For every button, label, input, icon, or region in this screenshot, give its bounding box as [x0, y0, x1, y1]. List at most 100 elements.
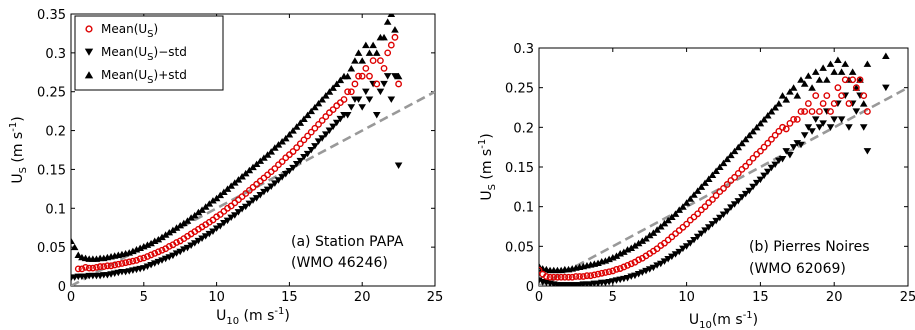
point-mean-u-s [93, 263, 100, 271]
point-mean-u-s [786, 119, 794, 127]
point-mean-u-s-std [391, 26, 399, 33]
point-mean-u-s [539, 266, 543, 274]
point-mean-u-s [315, 120, 322, 128]
point-mean-u-s-std [845, 124, 853, 131]
point-mean-u-s [583, 272, 591, 280]
point-mean-u-s-std [682, 199, 691, 206]
point-mean-u-s-std [686, 240, 695, 247]
point-mean-u-s [856, 76, 864, 84]
x-tick-label: 25 [900, 290, 915, 305]
x-tick-label: 15 [281, 290, 298, 305]
point-mean-u-s [757, 147, 764, 155]
x-tick-label: 25 [427, 290, 444, 305]
point-mean-u-s [395, 80, 402, 88]
point-mean-u-s-std [362, 88, 370, 96]
point-mean-u-s [720, 185, 727, 192]
data-layer-a [71, 14, 435, 286]
point-mean-u-s-std [727, 151, 735, 159]
point-mean-u-s-std [631, 242, 639, 249]
point-mean-u-s-std [71, 237, 75, 244]
point-mean-u-s [594, 270, 602, 278]
point-mean-u-s-std [154, 235, 163, 243]
point-mean-u-s-std [760, 172, 768, 180]
point-mean-u-s-std [296, 119, 305, 126]
point-mean-u-s-std [745, 187, 754, 195]
point-mean-u-s-std [329, 123, 337, 131]
y-tick-label: 0 [58, 280, 66, 295]
point-mean-u-s [683, 220, 690, 228]
point-mean-u-s [384, 49, 392, 57]
point-mean-u-s [114, 260, 122, 268]
point-mean-u-s [804, 100, 812, 107]
point-mean-u-s-std [671, 251, 680, 258]
point-mean-u-s-std [760, 115, 768, 123]
y-tick-label: 0.05 [37, 241, 66, 256]
y-tick-label: 0.2 [513, 121, 534, 136]
point-mean-u-s-std [201, 233, 210, 240]
point-mean-u-s [96, 263, 104, 270]
point-mean-u-s [154, 248, 162, 256]
point-mean-u-s-std [708, 221, 717, 228]
point-mean-u-s-std [738, 139, 746, 147]
point-mean-u-s [620, 263, 628, 271]
y-tick-label: 0.1 [45, 202, 66, 217]
point-mean-u-s-std [749, 127, 757, 135]
point-mean-u-s-std [708, 171, 717, 178]
x-tick-label: 5 [140, 290, 148, 305]
point-mean-u-s-std [848, 68, 857, 75]
point-mean-u-s-std [804, 124, 813, 131]
point-mean-u-s [812, 92, 820, 100]
point-mean-u-s [635, 256, 643, 264]
point-mean-u-s-std [712, 167, 720, 175]
point-mean-u-s [311, 124, 319, 132]
point-mean-u-s-std [815, 124, 824, 131]
point-mean-u-s-std [212, 225, 221, 232]
point-mean-u-s-std [811, 116, 820, 123]
point-mean-u-s [827, 108, 834, 115]
point-mean-u-s-std [841, 60, 850, 67]
point-mean-u-s [111, 261, 119, 269]
point-mean-u-s-std [285, 131, 294, 138]
point-mean-u-s [140, 254, 148, 262]
point-mean-u-s-std [752, 179, 761, 187]
point-mean-u-s-std [830, 116, 838, 123]
legend-marker-circle [85, 25, 93, 33]
point-mean-u-s-std [734, 143, 743, 151]
point-mean-u-s-std [612, 252, 621, 259]
point-mean-u-s-std [786, 152, 794, 159]
point-mean-u-s [793, 116, 801, 123]
point-mean-u-s-std [285, 167, 294, 175]
point-mean-u-s [85, 264, 93, 272]
point-mean-u-s-std [300, 153, 308, 161]
y-tick-label: 0.1 [513, 201, 534, 216]
point-mean-u-s-std [289, 164, 297, 172]
point-mean-u-s-std [183, 244, 192, 252]
point-mean-u-s-std [383, 18, 392, 25]
point-mean-u-s-std [394, 72, 403, 80]
point-mean-u-s-std [778, 92, 787, 99]
point-mean-u-s-std [627, 244, 636, 251]
point-mean-u-s-std [752, 123, 761, 131]
point-mean-u-s [344, 88, 352, 96]
point-mean-u-s-std [693, 233, 702, 241]
point-mean-u-s [173, 239, 180, 246]
point-mean-u-s-std [209, 197, 217, 204]
point-mean-u-s-std [656, 260, 665, 268]
y-tick-label: 0.15 [37, 163, 66, 178]
data-layer-b [539, 52, 908, 286]
point-mean-u-s-std [205, 230, 214, 238]
point-mean-u-s-std [289, 127, 297, 134]
x-tick-label: 10 [678, 290, 695, 305]
point-mean-u-s [841, 76, 849, 84]
point-mean-u-s [797, 108, 805, 115]
point-mean-u-s-std [668, 253, 676, 261]
point-mean-u-s-std [756, 119, 765, 127]
point-mean-u-s [380, 65, 388, 72]
point-mean-u-s-std [190, 240, 199, 247]
point-mean-u-s-std [376, 88, 385, 96]
point-mean-u-s-std [394, 162, 403, 169]
point-mean-u-s-std [336, 76, 345, 84]
point-mean-u-s [391, 33, 399, 41]
point-mean-u-s-std [789, 84, 798, 91]
